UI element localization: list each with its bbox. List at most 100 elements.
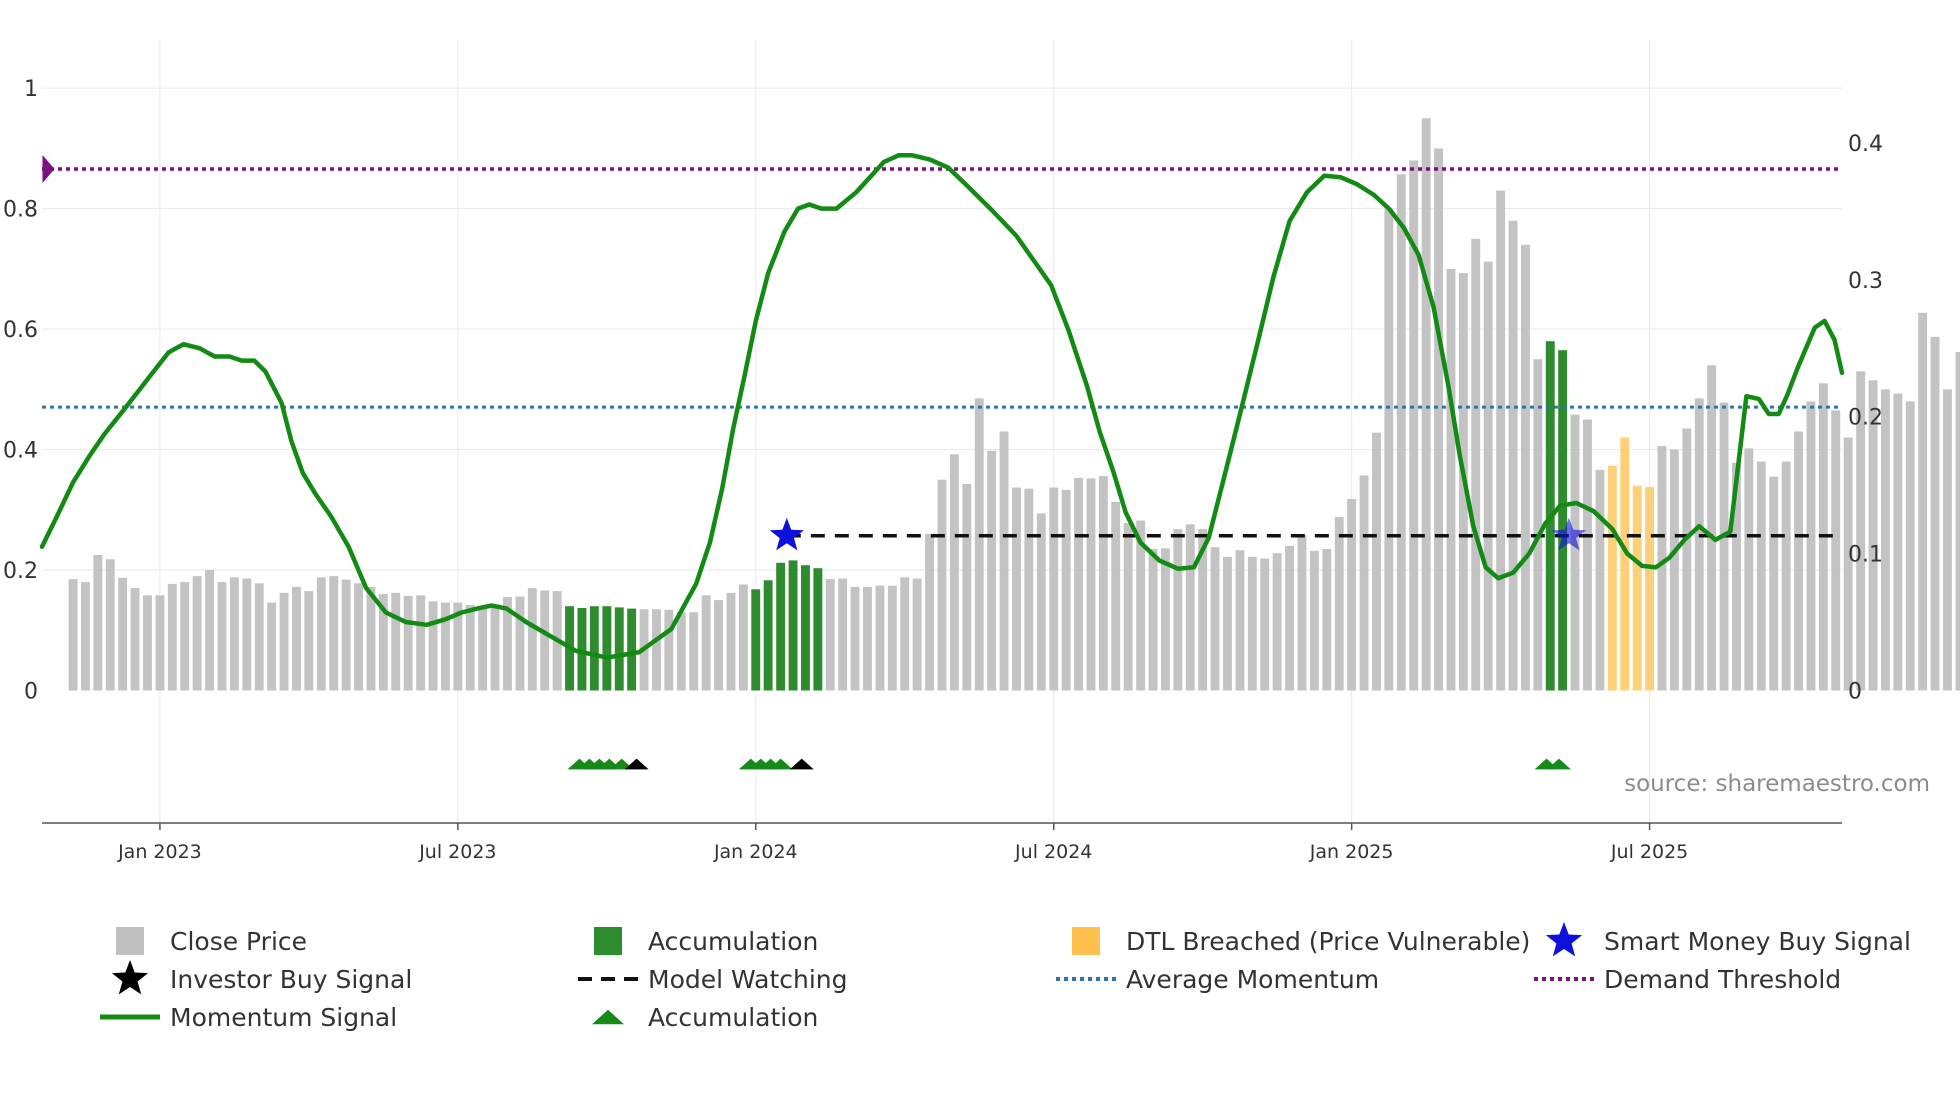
close-price-bar (1893, 393, 1903, 691)
close-price-bar (1521, 244, 1530, 691)
axes: Jan 2023 Jul 2023 Jan 2024 Jul 2024 Jan 2025… (3, 77, 1883, 863)
close-price-bar (738, 584, 748, 691)
legend-star-icon (111, 960, 149, 995)
close-price-bar (1881, 389, 1890, 691)
left-tick-label: 1 (24, 77, 38, 102)
accumulation-marker (768, 758, 793, 770)
legend-swatch (594, 927, 622, 955)
accumulation-bar (763, 580, 773, 691)
close-price-bar (478, 606, 488, 691)
close-price-bar (1669, 449, 1679, 691)
x-tick-label: Jul 2023 (418, 841, 496, 863)
close-price-bar (850, 586, 860, 691)
close-price-bar (1111, 502, 1121, 691)
close-price-bar (1930, 336, 1940, 691)
demand-threshold-marker (42, 154, 55, 183)
close-price-bar (1843, 437, 1853, 691)
legend-label: Momentum Signal (170, 1003, 397, 1032)
close-price-bar (1707, 365, 1717, 691)
legend-item: Smart Money Buy Signal (1545, 922, 1911, 957)
close-price-bar (937, 479, 947, 691)
close-price-bar (1012, 487, 1021, 691)
close-price-bar (242, 578, 252, 691)
close-price-bar (1198, 529, 1208, 691)
close-price-bar (1235, 550, 1245, 691)
close-price-bar (825, 579, 835, 691)
close-price-bar (1434, 148, 1443, 691)
close-price-bar (974, 398, 984, 691)
left-tick-label: 0.6 (3, 318, 38, 343)
accumulation-bar (602, 606, 612, 691)
close-price-bar (689, 612, 699, 691)
close-price-bar (143, 595, 152, 691)
close-price-bar (1297, 535, 1307, 691)
close-price-bar (167, 583, 177, 691)
close-price-bar (1396, 174, 1406, 691)
close-price-bar (676, 612, 686, 691)
close-price-bar (105, 559, 115, 691)
close-price-bar (838, 578, 848, 691)
close-price-bar (987, 450, 997, 691)
close-price-bar (1595, 470, 1605, 691)
accumulation-bar (627, 608, 637, 691)
close-price-bar (875, 585, 885, 691)
close-price-bar (205, 570, 214, 691)
legend-item: Momentum Signal (100, 1003, 397, 1032)
close-price-bar (81, 582, 90, 691)
legend-item: Demand Threshold (1534, 965, 1841, 994)
close-price-bar (180, 582, 190, 691)
close-price-bar (1347, 499, 1357, 691)
accumulation-bar (1558, 350, 1568, 691)
legend-label: Smart Money Buy Signal (1604, 927, 1911, 956)
close-price-bar (155, 595, 165, 691)
close-price-bar (1570, 414, 1580, 691)
accumulation-bar (589, 606, 599, 691)
close-price-bar (1173, 529, 1183, 691)
close-price-bar (1161, 548, 1170, 691)
close-price-bar (1856, 371, 1866, 691)
close-price-bar (1086, 478, 1096, 691)
close-price-bar (1508, 220, 1518, 691)
close-price-bar (1756, 461, 1766, 691)
close-price-bar (1781, 461, 1791, 691)
close-price-bar (1334, 517, 1344, 691)
close-price-bar (1036, 513, 1046, 691)
legend-swatch (1072, 927, 1100, 955)
close-price-bar (1210, 547, 1220, 691)
smart-money-buy-star (769, 517, 804, 551)
close-price-bar (925, 533, 934, 691)
close-price-bar (93, 555, 103, 691)
close-price-bar (1831, 410, 1841, 691)
close-price-bar (1260, 558, 1270, 691)
x-tick-label: Jul 2024 (1014, 841, 1092, 863)
legend-label: Demand Threshold (1604, 965, 1841, 994)
close-price-bar (428, 601, 438, 691)
right-tick-label: 0.1 (1848, 543, 1883, 568)
legend-label: Model Watching (648, 965, 848, 994)
close-price-bar (999, 431, 1009, 691)
close-price-bar (1794, 431, 1803, 691)
dtl-breached-bar (1645, 486, 1654, 691)
close-price-bar (490, 604, 500, 691)
legend-item: Accumulation (594, 927, 818, 956)
close-price-bar (863, 586, 872, 691)
close-price-bar (1657, 446, 1667, 691)
close-price-bar (229, 577, 239, 691)
source-label: source: sharemaestro.com (1624, 771, 1930, 797)
close-price-bar (540, 590, 550, 691)
close-price-bar (441, 602, 450, 691)
left-tick-label: 0.2 (3, 559, 38, 584)
close-price-bar (217, 582, 227, 691)
close-price-bar (1123, 523, 1133, 691)
close-price-bar (1136, 520, 1146, 691)
close-price-bar (1359, 475, 1369, 691)
close-price-bar (391, 592, 401, 691)
signal-markers (42, 154, 1586, 770)
accumulation-bar (751, 589, 761, 691)
close-price-bar (1918, 312, 1928, 691)
legend-label: Accumulation (648, 927, 818, 956)
accumulation-bar (788, 560, 798, 691)
legend-label: Investor Buy Signal (170, 965, 412, 994)
accumulation-bar (801, 565, 810, 691)
dtl-breached-bar (1607, 465, 1617, 691)
